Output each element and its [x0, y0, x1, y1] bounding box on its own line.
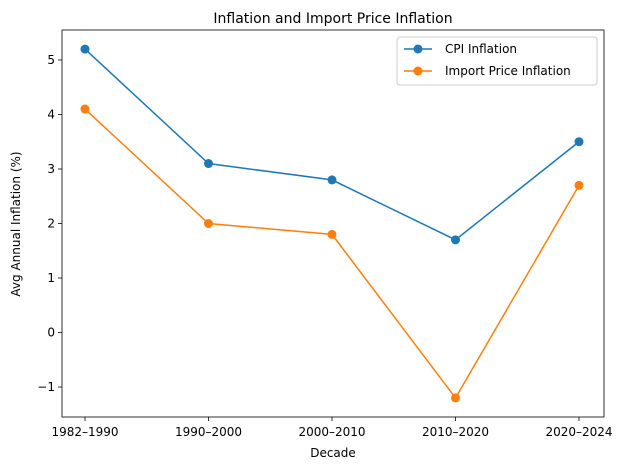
y-tick-label: 4 [47, 107, 55, 121]
y-tick-label: −1 [37, 380, 55, 394]
x-axis: 1982–1990 1990–2000 2000–2010 2010–2020 2020… [51, 417, 613, 439]
legend-label: CPI Inflation [445, 42, 517, 56]
legend: CPI Inflation Import Price Inflation [396, 36, 598, 86]
data-point [80, 104, 90, 114]
x-tick-label: 2020–2024 [545, 425, 612, 439]
data-point [204, 219, 213, 228]
legend-label: Import Price Inflation [445, 64, 571, 78]
data-point [327, 229, 337, 239]
chart-title: Inflation and Import Price Inflation [213, 11, 452, 27]
x-tick-label: 2010–2020 [422, 425, 489, 439]
y-axis-label: Avg Annual Inflation (%) [9, 151, 23, 296]
series-layer [80, 44, 584, 403]
data-point [451, 393, 460, 403]
x-tick-label: 1982–1990 [51, 425, 118, 439]
data-point [327, 175, 337, 185]
data-point [451, 235, 460, 245]
x-tick-label: 1990–2000 [175, 425, 242, 439]
y-tick-label: 0 [47, 326, 55, 340]
plot-area [61, 29, 605, 418]
data-point [574, 180, 584, 190]
y-tick-label: 2 [47, 217, 55, 231]
legend-marker [413, 66, 423, 76]
legend-box [396, 36, 598, 86]
x-tick-label: 2000–2010 [298, 425, 365, 439]
y-tick-label: 1 [47, 271, 55, 285]
legend-marker [413, 44, 423, 54]
y-tick-label: 3 [47, 162, 55, 176]
y-axis: −1 0 1 2 3 4 5 [37, 53, 62, 394]
data-point [574, 137, 584, 147]
y-tick-label: 5 [47, 53, 55, 67]
x-axis-label: Decade [310, 446, 356, 460]
data-point [204, 159, 213, 169]
data-point [80, 44, 90, 54]
